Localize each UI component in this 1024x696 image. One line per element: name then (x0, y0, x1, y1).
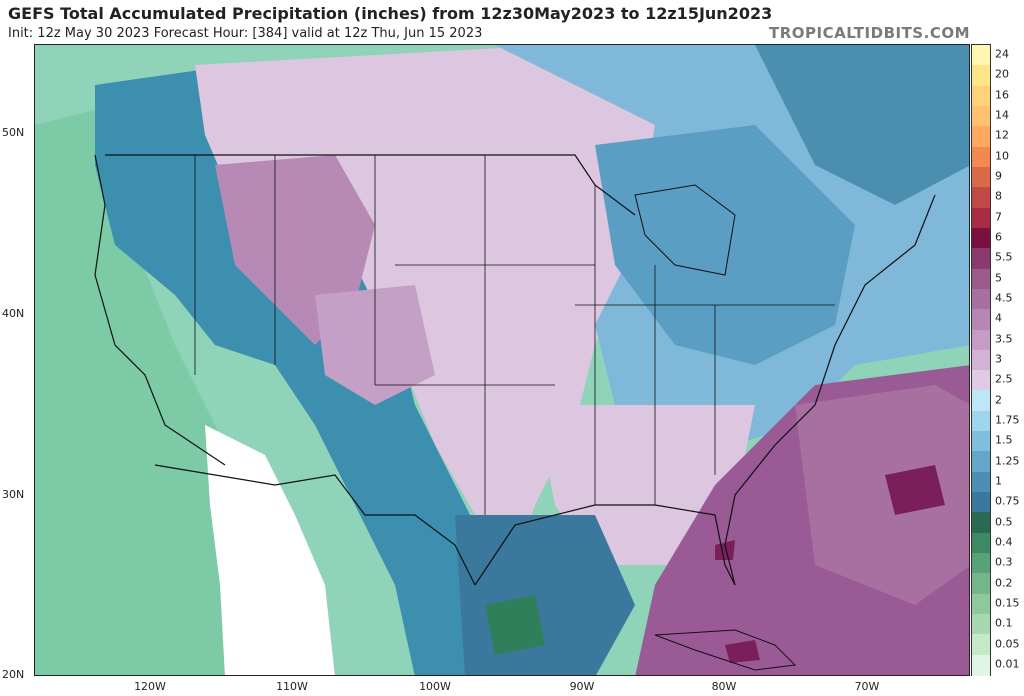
colorbar-label: 7 (995, 210, 1002, 224)
atlantic-max (885, 465, 945, 515)
rockies-blue (95, 65, 505, 675)
baja-dry-area (205, 425, 335, 675)
colorbar-label: 0.4 (995, 535, 1013, 549)
atlantic-purple-light (795, 385, 969, 605)
colorbar-cell (972, 207, 990, 229)
colorbar-label: 9 (995, 169, 1002, 183)
state-lines (194, 155, 835, 515)
colorbar-cell (972, 126, 990, 148)
colorbar-label: 0.1 (995, 616, 1013, 630)
colorbar-label: 0.5 (995, 515, 1013, 529)
colorbar-label: 0.15 (995, 596, 1020, 610)
colorbar-cell (972, 512, 990, 534)
colorbar-label: 2 (995, 393, 1002, 407)
us-canada-border (105, 154, 636, 216)
colorbar-cell (972, 349, 990, 371)
colorbar-cell (972, 593, 990, 615)
colorbar-cell (972, 85, 990, 107)
political-boundaries (94, 154, 936, 671)
colorbar-cell (972, 268, 990, 290)
lat-label-50n: 50N (2, 126, 25, 139)
us-mexico-border (154, 464, 476, 586)
lon-label-90w: 90W (569, 680, 595, 693)
colorbar-label: 14 (995, 108, 1009, 122)
colorbar-cell (972, 45, 990, 66)
colorbar-cell (972, 471, 990, 493)
colorbar-cell (972, 329, 990, 351)
colorbar-label: 5.5 (995, 250, 1013, 264)
colorbar-cell (972, 166, 990, 188)
colorbar-label: 1.5 (995, 433, 1013, 447)
colorbar-label: 12 (995, 128, 1009, 142)
colorbar-label: 4.5 (995, 291, 1013, 305)
us-east-gulf-coast (474, 194, 936, 586)
colorbar-cell (972, 65, 990, 87)
precip-map (34, 44, 970, 676)
colorbar-label: 0.75 (995, 494, 1020, 508)
colorbar-cell (972, 309, 990, 331)
lon-label-110w: 110W (276, 680, 308, 693)
cuba-outline (654, 629, 797, 671)
precip-map-graphic (35, 45, 969, 675)
florida-max (715, 540, 735, 560)
colorbar-cell (972, 248, 990, 270)
colorbar-cell (972, 105, 990, 127)
colorbar-label: 16 (995, 88, 1009, 102)
colorbar-label: 3 (995, 352, 1002, 366)
lat-label-20n: 20N (2, 668, 25, 681)
colorbar-label: 1.25 (995, 454, 1020, 468)
colorbar-label: 6 (995, 230, 1002, 244)
colorbar-cell (972, 553, 990, 575)
colorbar-label: 8 (995, 189, 1002, 203)
colorbar-cell (972, 146, 990, 168)
canada-east-blue (755, 45, 969, 205)
colorbar-label: 4 (995, 311, 1002, 325)
colorbar-cell (972, 573, 990, 595)
colorbar-label: 24 (995, 47, 1009, 61)
colorbar-label: 1.75 (995, 413, 1020, 427)
colorbar-cell (972, 390, 990, 412)
colorbar-cell (972, 370, 990, 392)
colorbar-label: 2.5 (995, 372, 1013, 386)
colorbar-cell (972, 187, 990, 209)
colorbar-label: 0.3 (995, 555, 1013, 569)
colorbar-cell (972, 431, 990, 453)
lon-label-70w: 70W (854, 680, 880, 693)
lat-label-40n: 40N (2, 307, 25, 320)
gulf-green (485, 595, 545, 655)
map-subtitle: Init: 12z May 30 2023 Forecast Hour: [38… (8, 26, 483, 41)
colorbar-cell (972, 492, 990, 514)
lon-label-120w: 120W (134, 680, 166, 693)
us-west-coast (94, 154, 226, 466)
colorbar-cell (972, 532, 990, 554)
great-lakes-outline (634, 184, 736, 276)
colorbar-label: 3.5 (995, 332, 1013, 346)
colorbar-cell (972, 654, 990, 676)
colorbar-label: 0.05 (995, 637, 1020, 651)
colorbar-label: 20 (995, 67, 1009, 81)
cuba-max (725, 640, 760, 663)
lat-label-30n: 30N (2, 488, 25, 501)
map-title: GEFS Total Accumulated Precipitation (in… (8, 4, 773, 23)
colorbar-label: 5 (995, 271, 1002, 285)
colorbar-cell (972, 634, 990, 656)
colorbar-cell (972, 288, 990, 310)
colorbar-cell (972, 451, 990, 473)
precip-colorbar (971, 44, 991, 676)
colorbar-label: 0.01 (995, 657, 1020, 671)
brand-watermark: TROPICALTIDBITS.COM (769, 24, 970, 42)
colorbar-label: 0.2 (995, 576, 1013, 590)
lon-label-80w: 80W (711, 680, 737, 693)
colorbar-label: 1 (995, 474, 1002, 488)
lon-label-100w: 100W (419, 680, 451, 693)
colorbar-cell (972, 410, 990, 432)
colorbar-cell (972, 614, 990, 636)
colorbar-label: 10 (995, 149, 1009, 163)
colorbar-cell (972, 227, 990, 249)
